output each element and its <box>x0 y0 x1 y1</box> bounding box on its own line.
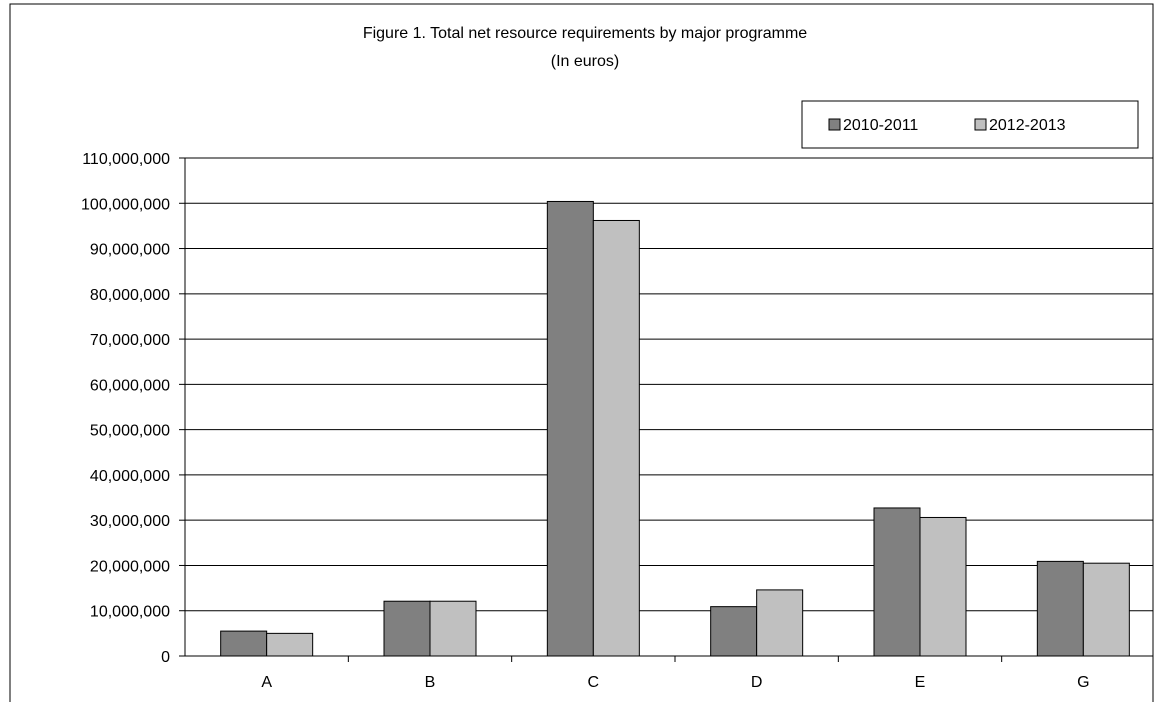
y-tick-label: 40,000,000 <box>90 468 170 485</box>
x-tick-label: B <box>425 674 436 691</box>
bar-E-2010-2011 <box>873 507 921 657</box>
legend-label: 2012-2013 <box>989 117 1066 134</box>
legend-label: 2010-2011 <box>843 117 918 134</box>
bar-D-2012-2013 <box>756 589 804 657</box>
x-tick-label: C <box>588 674 600 691</box>
chart-subtitle: (In euros) <box>551 53 619 70</box>
bar-D-2010-2011 <box>710 606 758 657</box>
legend-swatch <box>974 118 987 131</box>
bars <box>220 200 1130 657</box>
legend-box <box>801 100 1139 149</box>
bar-C-2012-2013 <box>592 219 640 657</box>
y-tick-label: 80,000,000 <box>90 287 170 304</box>
y-tick-label: 60,000,000 <box>90 377 170 394</box>
bar-G-2010-2011 <box>1036 560 1084 657</box>
x-tick-label: G <box>1077 674 1089 691</box>
y-tick-label: 100,000,000 <box>81 196 170 213</box>
bar-A-2010-2011 <box>220 630 268 657</box>
y-tick-label: 20,000,000 <box>90 558 170 575</box>
bar-B-2012-2013 <box>429 600 477 657</box>
bar-G-2012-2013 <box>1082 562 1130 657</box>
legend: 2010-2011 2012-2013 <box>801 100 1139 149</box>
x-tick-label: E <box>915 674 926 691</box>
x-tick-label: A <box>261 674 272 691</box>
bar-E-2012-2013 <box>919 516 967 657</box>
gridlines <box>185 157 1153 612</box>
y-tick-label: 0 <box>161 649 170 666</box>
bar-C-2010-2011 <box>546 200 594 657</box>
y-tick-label: 50,000,000 <box>90 423 170 440</box>
bar-B-2010-2011 <box>383 600 431 657</box>
y-tick-label: 70,000,000 <box>90 332 170 349</box>
y-tick-label: 10,000,000 <box>90 604 170 621</box>
axes <box>179 157 1153 662</box>
y-tick-label: 90,000,000 <box>90 242 170 259</box>
y-tick-label: 30,000,000 <box>90 513 170 530</box>
bar-A-2012-2013 <box>266 632 314 657</box>
legend-swatch <box>828 118 841 131</box>
x-tick-label: D <box>751 674 763 691</box>
y-tick-label: 110,000,000 <box>82 151 170 168</box>
chart-title: Figure 1. Total net resource requirement… <box>363 25 807 42</box>
y-tick-labels: 0 10,000,000 20,000,000 30,000,000 40,000,00… <box>81 151 170 666</box>
